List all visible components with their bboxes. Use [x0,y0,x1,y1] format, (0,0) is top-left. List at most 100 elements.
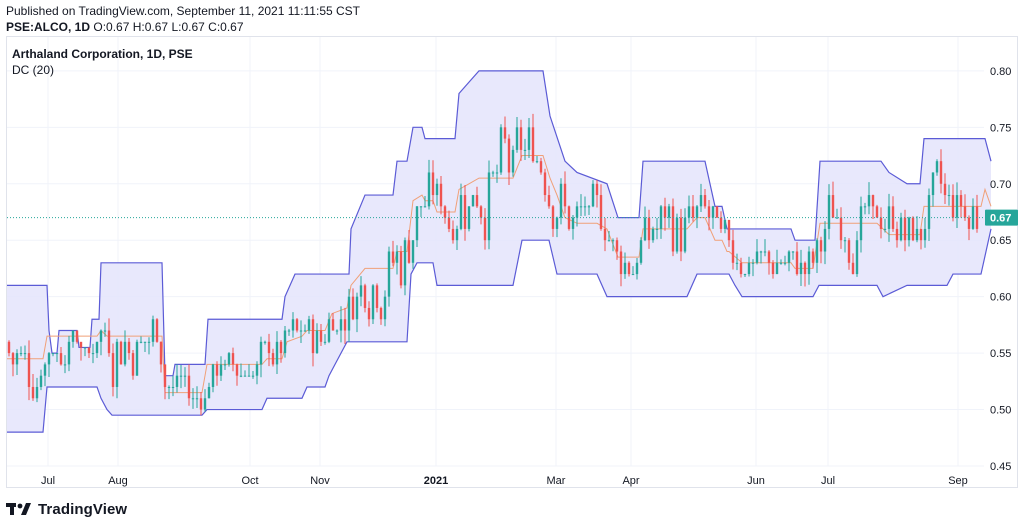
candle-body [71,330,75,342]
candle-body [883,228,887,230]
candle-body [63,364,67,366]
candle-body [35,386,39,399]
candle-body [323,341,327,343]
candle-body [591,183,595,207]
candle-body [51,353,55,355]
candle-body [759,251,763,253]
candle-body [475,195,479,207]
candle-body [351,296,355,320]
candle-body [387,251,391,297]
candle-body [27,353,31,387]
candle-body [319,330,323,342]
candle-body [779,262,783,264]
legend-title[interactable]: Arthaland Corporation, 1D, PSE [12,47,193,61]
candle-body [303,330,307,332]
candle-body [95,341,99,354]
candle-body [967,217,971,229]
candle-body [87,347,91,354]
candle-body [575,206,579,218]
candle-body [255,364,259,376]
chart-pane[interactable] [6,36,1018,488]
x-tick-label: Jul [821,475,835,487]
candle-body [963,206,967,218]
candle-body [339,319,343,331]
candle-body [803,262,807,275]
candle-body [695,206,699,218]
candle-body [579,206,583,208]
candle-body [851,262,855,275]
candle-body [875,206,879,218]
candle-body [79,341,83,348]
candle-body [595,183,599,196]
candle-body [479,206,483,218]
symbol-label[interactable]: PSE:ALCO, 1D [6,20,91,34]
candle-body [459,195,463,229]
candle-body [127,341,131,354]
candle-body [615,240,619,252]
candle-body [519,127,523,150]
candle-body [559,183,563,218]
candle-body [819,240,823,252]
legend-indicator[interactable]: DC (20) [12,63,55,77]
candle-body [839,217,843,241]
candle-body [415,206,419,241]
candle-body [423,206,427,208]
candle-body [831,195,835,218]
candle-body [927,195,931,229]
candle-body [287,330,291,332]
candle-body [171,386,175,388]
x-tick-label: Jun [747,475,765,487]
x-tick-label: Apr [622,475,639,487]
candle-body [291,319,295,331]
candle-body [719,217,723,229]
candle-body [863,206,867,208]
candle-body [159,341,163,365]
candle-body [187,375,191,399]
candle-body [235,364,239,376]
candle-body [299,330,303,332]
chart-legend: Arthaland Corporation, 1D, PSE DC (20) [12,46,193,78]
candle-body [771,262,775,275]
candle-body [247,375,251,377]
candle-body [455,228,459,241]
candle-body [607,240,611,242]
candle-body [663,206,667,218]
x-tick-label: Oct [241,475,258,487]
x-tick-label: Jul [41,475,55,487]
candle-body [919,228,923,241]
candle-body [711,206,715,218]
candle-body [947,195,951,197]
candle-body [31,386,35,399]
donchian-upper-line [7,70,992,377]
candle-body [295,319,299,331]
candle-body [587,206,591,208]
candle-body [799,262,803,275]
candle-body [311,319,315,354]
published-note: Published on TradingView.com, September … [6,4,360,18]
x-tick-label: Aug [108,475,128,487]
candle-body [267,341,271,354]
candle-body [931,172,935,196]
candle-body [167,386,171,388]
candle-body [195,398,199,400]
brand[interactable]: TradingView [6,499,127,519]
y-tick-label: 0.45 [990,461,1011,473]
candle-body [911,217,915,241]
candle-body [687,206,691,218]
candle-body [447,217,451,229]
candle-body [175,375,179,387]
candle-body [355,296,359,320]
candle-body [55,353,59,355]
candle-body [239,375,243,377]
candle-body [651,228,655,241]
candle-body [251,375,255,377]
candle-body [147,341,151,343]
x-tick-label: Sep [948,475,968,487]
candle-body [555,217,559,229]
low-label: L: [171,20,182,34]
candle-body [747,262,751,275]
candle-body [943,183,947,196]
candle-body [483,217,487,241]
candle-body [531,127,535,162]
